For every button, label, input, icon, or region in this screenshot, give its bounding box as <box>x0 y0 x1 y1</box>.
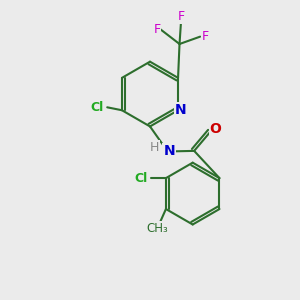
Text: F: F <box>177 10 184 23</box>
Text: N: N <box>175 103 187 117</box>
Text: F: F <box>202 30 209 43</box>
Text: Cl: Cl <box>134 172 148 184</box>
Text: F: F <box>153 23 161 36</box>
Text: CH₃: CH₃ <box>146 222 168 235</box>
Text: N: N <box>163 145 175 158</box>
Text: Cl: Cl <box>90 101 104 114</box>
Text: O: O <box>210 122 222 136</box>
Text: H: H <box>150 141 159 154</box>
